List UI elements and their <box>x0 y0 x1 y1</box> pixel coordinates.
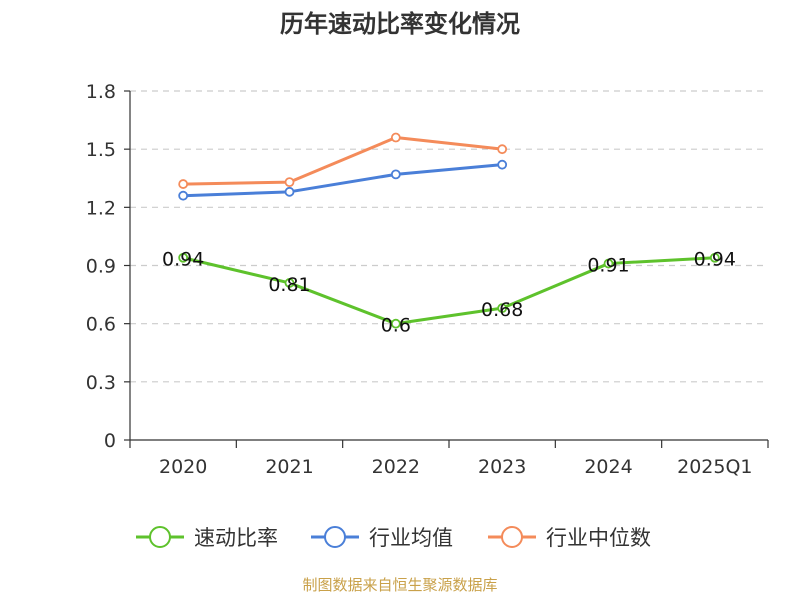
series-line <box>183 136 503 186</box>
data-label: 0.94 <box>162 249 204 271</box>
data-label: 0.94 <box>694 249 736 271</box>
source-note: 制图数据来自恒生聚源数据库 <box>302 576 497 594</box>
data-point <box>709 252 720 263</box>
y-tick-label: 0.9 <box>86 256 116 278</box>
data-label: 0.68 <box>481 299 523 321</box>
data-label: 0.91 <box>587 255 629 277</box>
data-point <box>284 186 295 197</box>
data-point <box>603 258 614 269</box>
series-line <box>182 256 715 326</box>
data-point <box>497 144 508 155</box>
data-point <box>178 190 189 201</box>
legend-item: 速动比率 <box>136 526 278 550</box>
data-labels: 0.94 0.81 0.6 0.68 0.91 0.94 <box>162 249 736 337</box>
y-tick-label: 1.5 <box>86 139 116 161</box>
y-tick-label: 0.3 <box>86 372 116 394</box>
legend: 速动比率 行业均值 行业中位数 <box>136 526 651 550</box>
legend-item: 行业均值 <box>311 526 453 550</box>
x-tick-label: 2020 <box>159 456 207 478</box>
chart-title: 历年速动比率变化情况 <box>280 10 520 38</box>
legend-label: 行业均值 <box>369 526 453 550</box>
y-tick-label: 1.2 <box>86 197 116 219</box>
y-tick-label: 0.6 <box>86 314 116 336</box>
axes: 0 0.3 0.6 0.9 1.2 1.5 1.8 2020 2021 2022 2023 2024 2… <box>86 81 769 478</box>
data-point <box>284 177 295 188</box>
data-point <box>497 159 508 170</box>
x-tick-label: 2025Q1 <box>677 456 752 478</box>
legend-swatch-marker <box>324 526 346 548</box>
data-label: 0.81 <box>268 274 310 296</box>
data-point <box>390 169 401 180</box>
data-point <box>284 278 295 288</box>
data-point <box>497 303 508 314</box>
x-tick-label: 2024 <box>584 456 632 478</box>
data-label: 0.6 <box>381 315 411 337</box>
legend-label: 行业中位数 <box>546 526 651 550</box>
y-tick-label: 0 <box>104 430 116 452</box>
legend-label: 速动比率 <box>194 526 278 550</box>
legend-swatch-marker <box>501 526 523 548</box>
y-tick-label: 1.8 <box>86 81 116 103</box>
data-point <box>178 179 189 189</box>
x-tick-label: 2021 <box>265 456 313 478</box>
legend-swatch-marker <box>149 526 171 548</box>
data-point <box>178 252 189 263</box>
data-point <box>390 318 401 329</box>
series <box>178 132 720 329</box>
data-point <box>390 132 401 143</box>
legend-item: 行业中位数 <box>488 526 651 550</box>
x-tick-label: 2023 <box>478 456 526 478</box>
series-line <box>183 163 503 198</box>
grid-lines <box>130 90 768 383</box>
x-tick-label: 2022 <box>372 456 420 478</box>
